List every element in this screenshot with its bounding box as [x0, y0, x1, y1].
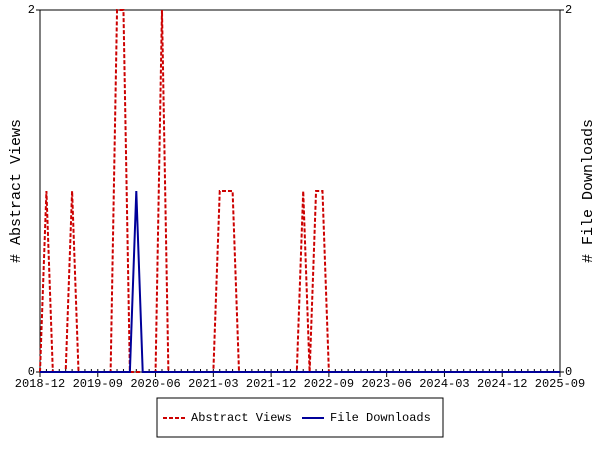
legend-label: File Downloads [330, 411, 431, 425]
legend-label: Abstract Views [191, 411, 292, 425]
x-tick-label: 2024-12 [477, 377, 527, 391]
y-tick-label: 2 [28, 3, 35, 17]
x-tick-label: 2018-12 [15, 377, 65, 391]
y2-tick-label: 0 [565, 365, 572, 379]
y2-axis-label: # File Downloads [580, 119, 597, 263]
plot-frame [39, 9, 561, 373]
x-tick-label: 2019-09 [73, 377, 123, 391]
x-tick-label: 2022-09 [304, 377, 354, 391]
y-tick-label: 0 [28, 365, 35, 379]
legend-box [156, 397, 444, 438]
y2-tick-label: 2 [565, 3, 572, 17]
series-line [39, 9, 560, 373]
x-tick-label: 2024-03 [419, 377, 469, 391]
x-tick-label: 2020-06 [130, 377, 180, 391]
x-tick-label: 2025-09 [535, 377, 585, 391]
x-tick-label: 2021-03 [188, 377, 238, 391]
x-tick-label: 2021-12 [246, 377, 296, 391]
y-axis-label: # Abstract Views [8, 119, 25, 263]
series-line [40, 190, 560, 373]
x-tick-label: 2023-06 [361, 377, 411, 391]
